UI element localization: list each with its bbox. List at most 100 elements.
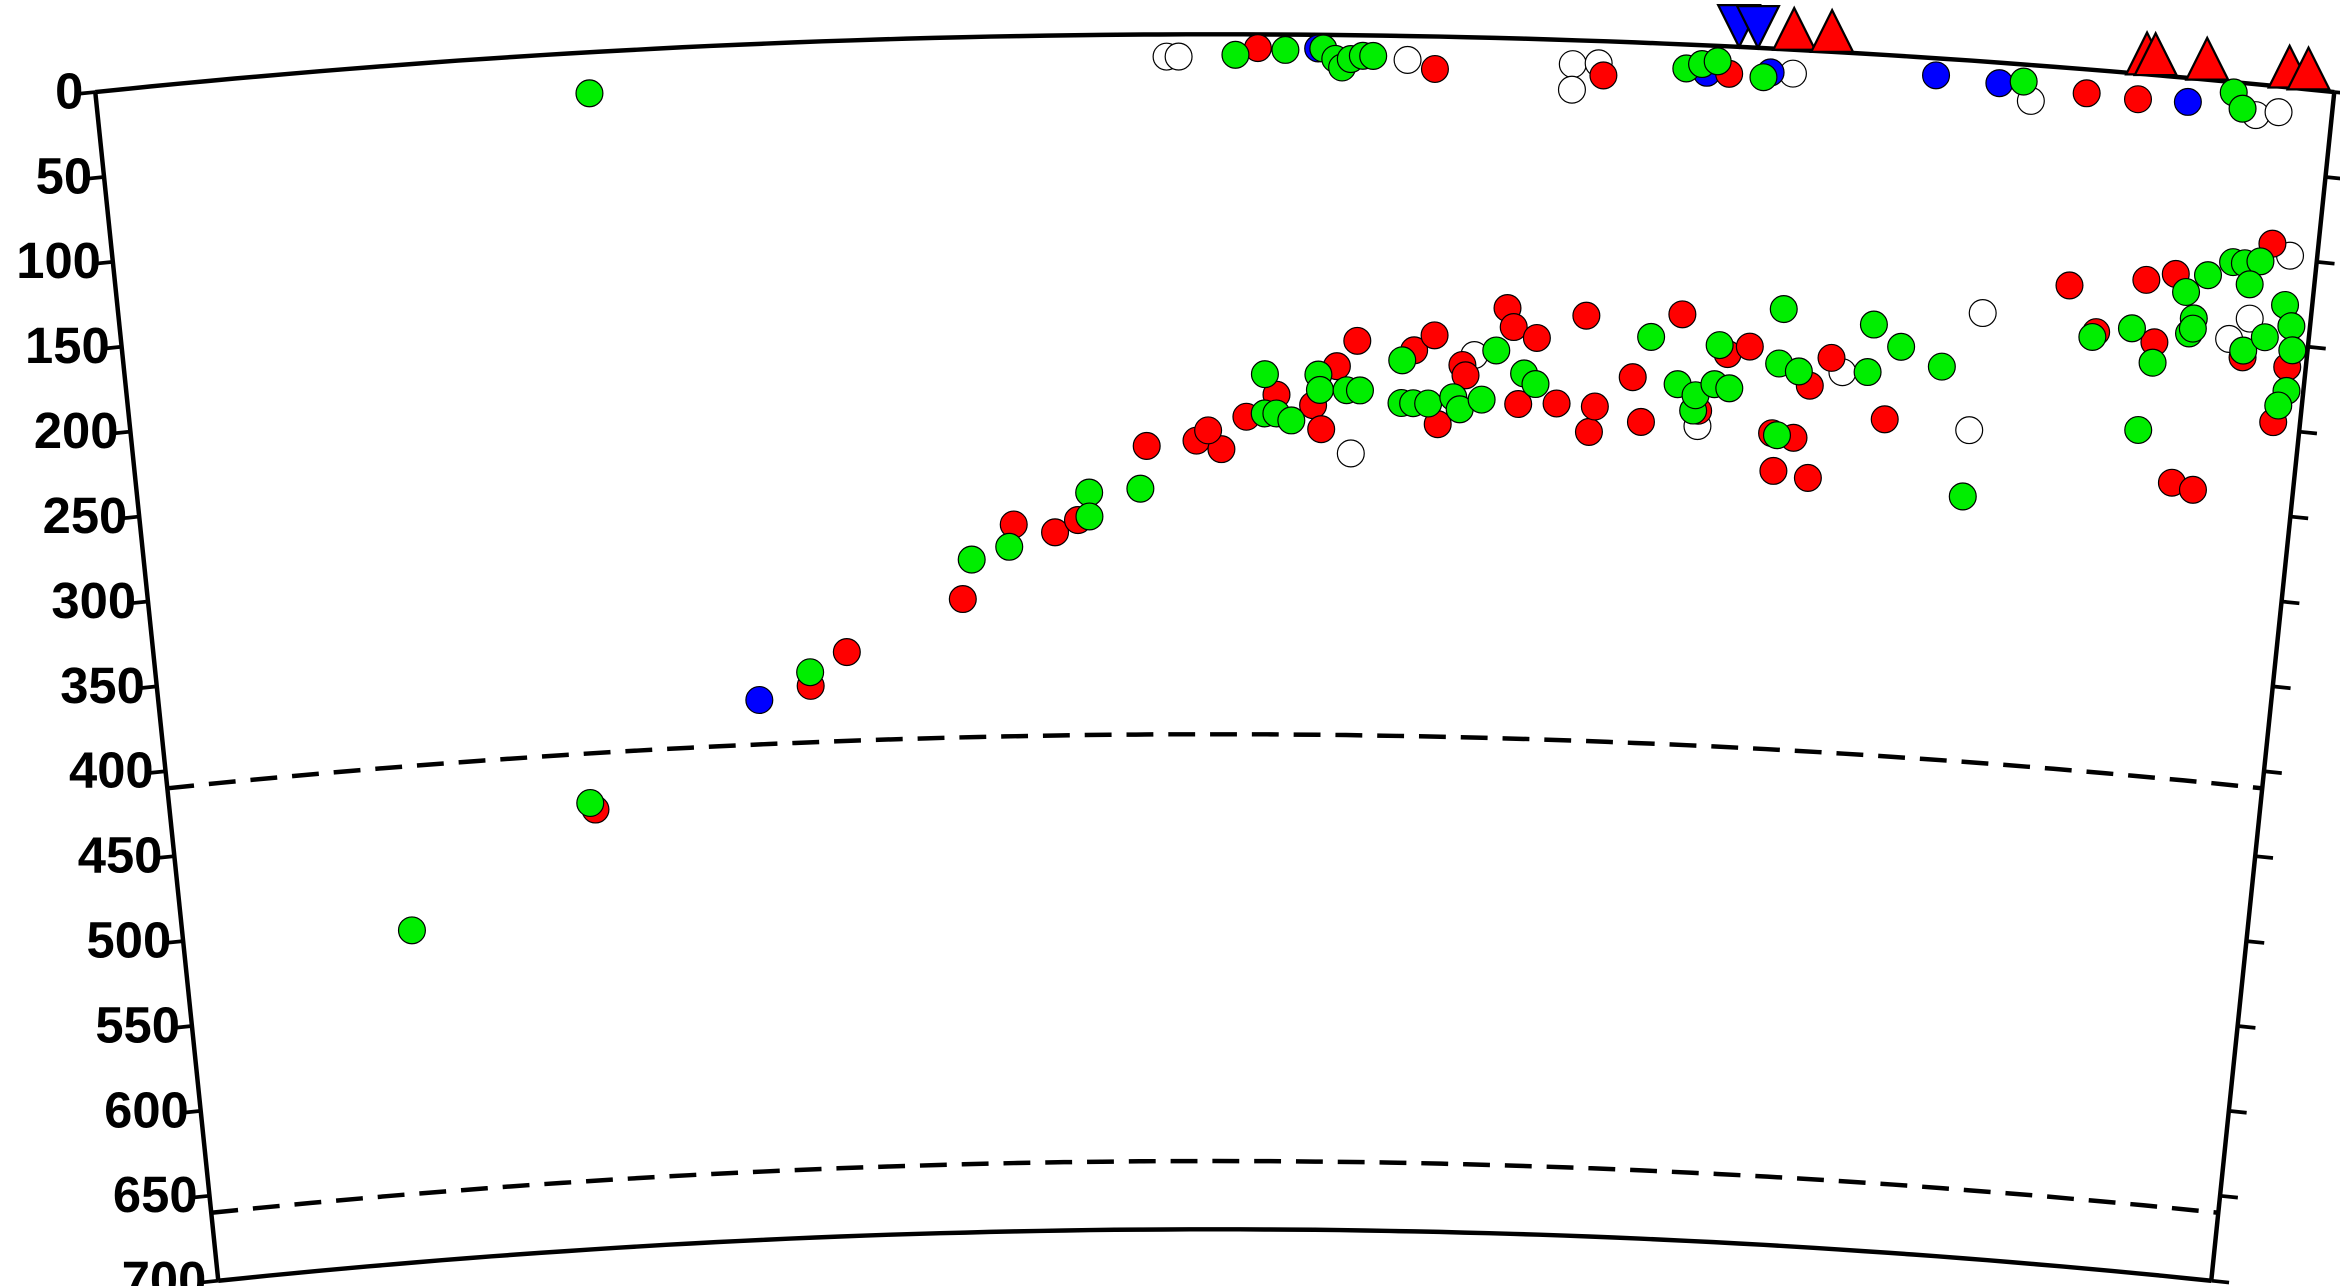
earthquake — [1735, 332, 1764, 361]
earthquake — [1499, 313, 1528, 342]
y-tick — [86, 175, 105, 181]
earthquake — [1307, 415, 1336, 444]
earthquake — [1626, 407, 1655, 436]
y-tick-right — [2246, 939, 2265, 945]
earthquake — [1784, 357, 1813, 386]
earthquake — [1955, 416, 1984, 445]
y-tick-right — [2307, 344, 2326, 351]
earthquake — [1572, 301, 1601, 330]
y-tick-right — [2237, 1024, 2256, 1030]
earthquake — [2277, 312, 2306, 341]
earthquake — [2078, 322, 2107, 351]
earthquake — [1420, 54, 1449, 84]
y-tick-right — [2290, 514, 2309, 521]
earthquake — [2123, 85, 2153, 114]
y-tick-right — [2325, 175, 2340, 181]
earthquake — [1345, 376, 1374, 405]
surface-marker — [2184, 35, 2230, 81]
earthquake — [1589, 61, 1618, 90]
earthquake — [2124, 415, 2153, 445]
earthquake — [2055, 271, 2084, 300]
y-tick-right — [2254, 854, 2274, 860]
y-tick-label: 650 — [113, 1166, 198, 1223]
y-tick-label: 350 — [60, 657, 145, 714]
y-tick-right — [2316, 260, 2335, 266]
earthquake — [2246, 247, 2275, 276]
earthquake — [1451, 361, 1480, 390]
earthquake — [957, 545, 986, 574]
y-tick — [138, 684, 157, 691]
y-tick — [77, 90, 96, 96]
y-tick-label: 0 — [55, 62, 83, 119]
earthquake — [1250, 360, 1279, 389]
earthquake — [2228, 94, 2257, 123]
earthquake — [745, 685, 774, 715]
earthquake — [1762, 421, 1792, 450]
earthquake — [1126, 474, 1155, 503]
earthquake — [832, 638, 861, 667]
y-tick-right — [2334, 90, 2340, 95]
y-tick — [165, 939, 184, 945]
earthquake — [2117, 314, 2146, 343]
earthquake — [2178, 475, 2207, 504]
earthquake — [1522, 323, 1551, 352]
y-tick — [156, 854, 175, 860]
earthquake — [1927, 352, 1956, 381]
earthquake — [1887, 332, 1916, 361]
earthquake — [2264, 98, 2293, 127]
earthquake — [1922, 61, 1951, 90]
earthquake — [2178, 314, 2207, 343]
earthquake — [796, 658, 825, 687]
surface-marker — [1771, 5, 1817, 51]
earthquake — [2229, 336, 2258, 365]
earthquake — [1194, 416, 1223, 445]
y-tick — [94, 260, 114, 266]
y-tick — [173, 1024, 193, 1030]
earthquake — [2072, 79, 2101, 108]
discontinuity-line — [167, 732, 2263, 791]
earthquake — [1336, 439, 1365, 468]
earthquake — [1277, 406, 1306, 435]
earthquake — [1305, 375, 1334, 404]
earthquake — [2009, 67, 2038, 96]
earthquake — [1393, 45, 1422, 74]
earthquake — [1557, 75, 1586, 104]
y-tick — [129, 599, 149, 606]
earthquake — [948, 585, 977, 614]
earthquake — [1041, 518, 1070, 547]
y-tick — [191, 1193, 210, 1200]
earthquake — [1948, 482, 1977, 511]
earthquake — [1359, 41, 1388, 70]
earthquake — [1637, 322, 1666, 351]
earthquake — [2264, 391, 2293, 420]
earthquake — [397, 916, 426, 945]
earthquake — [1759, 456, 1788, 485]
earthquake — [1221, 40, 1250, 69]
earthquake — [2132, 265, 2161, 294]
y-tick-label: 200 — [34, 402, 119, 459]
earthquake — [1703, 47, 1732, 76]
earthquake — [2235, 304, 2264, 333]
bottom-boundary — [218, 1227, 2212, 1284]
earthquake — [1482, 336, 1511, 365]
y-tick-label: 600 — [104, 1081, 189, 1138]
earthquake — [2138, 348, 2167, 377]
earthquake — [1618, 363, 1647, 392]
y-tick-label: 300 — [51, 572, 136, 629]
y-tick-label: 400 — [69, 742, 154, 799]
earthquake — [1769, 295, 1798, 324]
earthquake — [1467, 385, 1496, 414]
earthquake — [1793, 463, 1822, 492]
earthquake — [1558, 50, 1587, 79]
earthquake — [2172, 277, 2201, 307]
y-tick-label: 500 — [87, 911, 172, 968]
y-tick — [147, 769, 166, 775]
earthquake — [1521, 370, 1550, 399]
left-boundary — [93, 91, 221, 1281]
y-tick — [182, 1109, 201, 1115]
surface-marker — [1809, 7, 1855, 53]
earthquake — [2193, 261, 2223, 290]
earthquake — [1817, 343, 1846, 372]
earthquake — [576, 788, 605, 818]
